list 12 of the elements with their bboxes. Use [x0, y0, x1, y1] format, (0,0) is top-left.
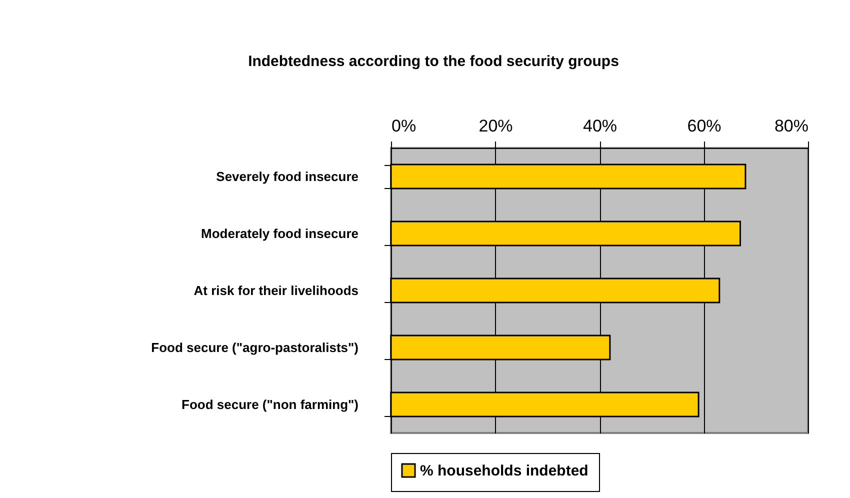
y-tick-label: Moderately food insecure: [201, 226, 358, 241]
legend-label: % households indebted: [420, 462, 588, 480]
x-tick-label: 20%: [478, 116, 513, 136]
y-tick-label: At risk for their livelihoods: [194, 283, 358, 298]
x-tick-label: 60%: [687, 116, 722, 136]
x-tick-label: 40%: [582, 116, 618, 136]
y-tick-label: Food secure ("non farming"): [182, 397, 358, 412]
x-tick-label: 80%: [774, 116, 808, 136]
y-tick-label: Food secure ("agro-pastoralists"): [151, 340, 358, 355]
y-tick-label: Severely food insecure: [216, 169, 358, 184]
x-tick-label: 0%: [392, 116, 416, 136]
chart-title: Indebtedness according to the food security groups: [248, 53, 619, 70]
